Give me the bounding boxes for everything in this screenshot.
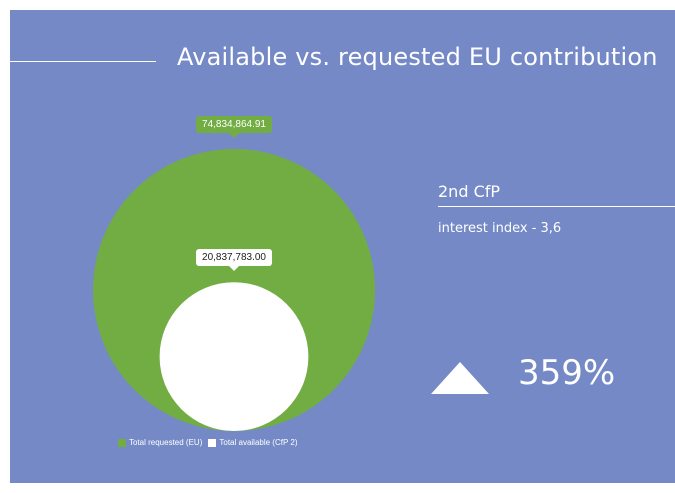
up-triangle-icon [431,362,489,394]
available-circle[interactable] [159,282,309,431]
chart-legend: Total requested (EU) Total available (Cf… [118,438,298,447]
legend-label-available: Total available (CfP 2) [219,438,298,447]
legend-label-requested: Total requested (EU) [129,438,203,447]
legend-item-available[interactable]: Total available (CfP 2) [208,438,298,447]
title-divider [10,61,156,62]
requested-value-label: 74,834,864.91 [196,116,272,138]
nested-circle-chart [93,149,375,431]
legend-swatch-requested [118,438,126,447]
legend-item-requested[interactable]: Total requested (EU) [118,438,202,447]
legend-swatch-available [208,438,217,447]
chart-panel: Available vs. requested EU contribution … [10,10,675,483]
cfp-divider [438,206,675,207]
chart-title: Available vs. requested EU contribution [177,43,658,71]
available-value-label: 20,837,783.00 [196,249,272,272]
cfp-label: 2nd CfP [438,182,501,201]
interest-index: interest index - 3,6 [438,221,562,236]
percentage-value: 359% [518,353,616,393]
